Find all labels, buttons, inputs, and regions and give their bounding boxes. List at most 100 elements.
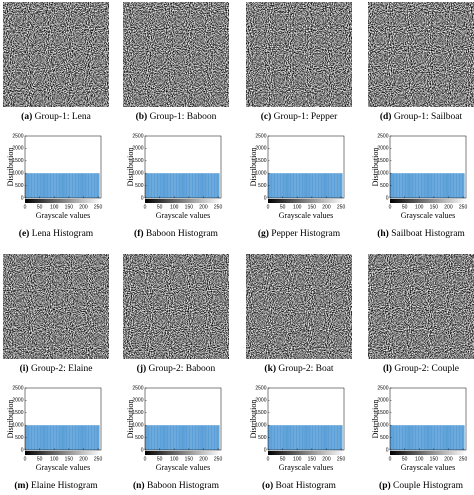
bar <box>447 425 449 450</box>
bar <box>292 173 295 198</box>
encrypted-image <box>246 254 352 359</box>
bar <box>35 425 37 450</box>
bar <box>319 425 321 450</box>
caption-text: Group-2: Elaine <box>31 364 92 374</box>
x-tick-label: 50 <box>402 456 408 462</box>
y-tick-label: 2500 <box>132 133 143 139</box>
encrypted-image <box>3 2 109 107</box>
bar <box>162 173 164 198</box>
bar <box>202 425 204 450</box>
bar <box>429 173 431 198</box>
bar <box>426 173 428 198</box>
bar <box>397 425 399 450</box>
x-tick-label: 250 <box>337 456 346 462</box>
caption-label: (c) <box>261 111 272 122</box>
bar <box>166 425 169 450</box>
caption: (d) Group-1: Sailboat <box>380 111 463 122</box>
bar <box>51 425 53 450</box>
bar <box>270 173 273 198</box>
bar <box>339 173 342 198</box>
bar <box>178 425 181 450</box>
bar <box>400 173 402 198</box>
y-axis-label: Distribution <box>126 148 135 187</box>
bar <box>416 173 418 198</box>
bar <box>58 173 61 198</box>
bar <box>213 425 216 450</box>
bar <box>295 173 298 198</box>
bar <box>164 425 166 450</box>
x-tick-label: 100 <box>415 456 424 462</box>
caption-label: (n) <box>133 480 145 491</box>
bar <box>209 425 211 450</box>
plot-frame <box>144 387 222 451</box>
bar <box>417 173 420 198</box>
bar <box>65 173 68 198</box>
bar <box>41 425 43 450</box>
bar <box>89 173 91 198</box>
bar <box>410 425 412 450</box>
caption: (j) Group-2: Baboon <box>137 363 216 374</box>
bar <box>287 173 289 198</box>
bar <box>177 425 179 450</box>
bar <box>70 425 72 450</box>
bar <box>188 425 191 450</box>
bar <box>341 173 343 198</box>
x-tick-label: 150 <box>185 456 194 462</box>
bar <box>272 173 274 198</box>
bar <box>159 425 162 450</box>
bar <box>147 173 150 198</box>
caption-text: Group-1: Pepper <box>274 112 338 122</box>
bar <box>199 425 201 450</box>
x-tick-label: 0 <box>267 456 270 462</box>
bar <box>314 425 317 450</box>
y-tick-label: 0 <box>21 195 24 201</box>
bar <box>430 173 433 198</box>
bar <box>73 425 75 450</box>
bar <box>454 173 456 198</box>
bar <box>401 425 404 450</box>
grayscale-bar <box>268 199 344 203</box>
bar <box>93 173 96 198</box>
x-tick-label: 200 <box>322 204 331 210</box>
bar <box>409 425 411 450</box>
bar <box>398 425 401 450</box>
bar <box>339 425 342 450</box>
x-tick-label: 50 <box>280 204 286 210</box>
y-axis-label: Distribution <box>249 400 258 439</box>
bar <box>164 173 166 198</box>
bar <box>306 425 308 450</box>
bar <box>323 173 325 198</box>
bar <box>44 425 46 450</box>
caption: (o) Boat Histogram <box>262 480 336 491</box>
bar <box>74 173 77 198</box>
bar <box>147 425 150 450</box>
y-tick-label: 500 <box>380 435 389 441</box>
y-tick-label: 0 <box>264 447 267 453</box>
bar <box>329 173 331 198</box>
bar <box>429 425 431 450</box>
caption-text: Lena Histogram <box>32 229 94 239</box>
bar <box>307 425 309 450</box>
x-tick-label: 150 <box>185 204 194 210</box>
y-tick-label: 1000 <box>377 423 388 429</box>
bar <box>194 173 197 198</box>
bar <box>48 173 50 198</box>
y-tick-label: 1000 <box>255 171 266 177</box>
bar <box>68 425 71 450</box>
bar <box>423 425 426 450</box>
bar <box>92 173 94 198</box>
bar <box>184 425 186 450</box>
plot-frame <box>144 135 222 199</box>
caption-text: Group-2: Baboon <box>149 364 216 374</box>
caption-label: (e) <box>19 228 30 239</box>
bar <box>441 425 443 450</box>
bar <box>455 173 458 198</box>
bar <box>275 173 277 198</box>
bar <box>448 173 450 198</box>
y-tick-label: 2000 <box>132 146 143 152</box>
bar <box>215 173 217 198</box>
bar <box>308 173 311 198</box>
bar <box>272 425 274 450</box>
bar <box>285 173 287 198</box>
bar <box>303 425 305 450</box>
